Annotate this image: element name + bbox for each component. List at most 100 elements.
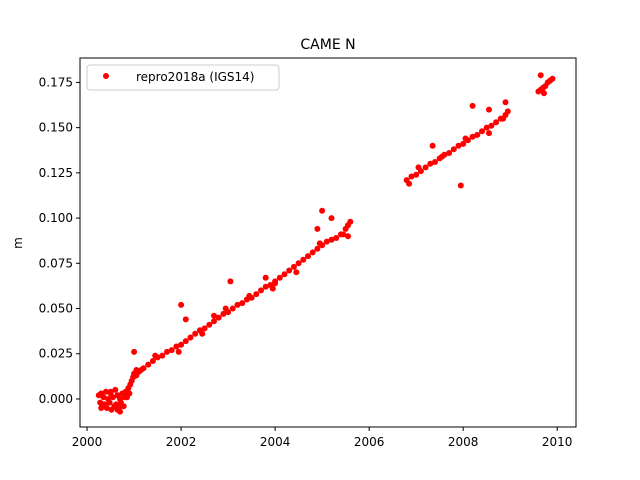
axis-ticks: 2000 2002 2004 2006 2008 2010 0.000 0.025 0.050 0… [39,75,573,449]
data-point [328,236,335,243]
data-point [222,305,229,312]
data-point [300,256,307,263]
data-point [276,274,283,281]
data-point [305,253,311,260]
x-tick-label: 2006 [354,435,385,449]
data-point [173,343,180,350]
data-point [178,341,185,348]
data-point [121,394,128,401]
data-point [159,352,166,359]
data-point [234,301,241,308]
data-point [319,207,326,214]
y-tick-label: 0.075 [39,256,73,270]
data-point [460,140,467,147]
data-point [422,164,429,171]
data-point [117,408,123,415]
legend-entry-label: repro2018a (IGS14) [136,70,254,84]
data-point [429,142,436,149]
data-point [488,122,495,129]
x-tick-label: 2000 [72,435,103,449]
data-point [537,72,544,79]
data-point [199,330,206,337]
data-point [246,292,253,299]
data-point [408,173,415,180]
data-point [541,90,547,97]
data-point [549,75,556,82]
data-point [145,361,152,368]
data-point [486,130,492,137]
data-point [192,330,199,337]
data-point [106,399,113,406]
data-point [469,133,476,140]
y-tick-label: 0.175 [39,75,73,89]
y-tick-label: 0.050 [39,302,73,316]
data-point [502,99,509,106]
data-point [272,280,279,287]
data-point [182,316,189,323]
data-point [239,300,246,307]
data-point [314,245,321,252]
data-point [281,271,288,278]
data-point [455,142,462,149]
data-point [126,390,133,397]
data-point [450,146,457,153]
y-tick-label: 0.150 [39,121,73,135]
data-point [182,338,189,345]
data-point [286,267,293,274]
chart-title: CAME N [300,37,355,53]
data-point [427,160,434,167]
data-point [168,347,175,354]
data-point [149,358,156,364]
data-point [178,301,185,308]
x-tick-label: 2002 [166,435,197,449]
data-point [206,321,213,328]
data-point [439,153,445,160]
data-point [109,394,116,401]
data-point [462,135,469,142]
data-point [227,278,234,285]
data-point [262,283,269,290]
plot-frame [79,57,577,428]
data-point [333,235,340,241]
x-tick-label: 2010 [542,435,573,449]
data-point [295,260,302,267]
y-tick-label: 0.125 [39,166,73,180]
data-point [347,218,354,225]
data-point [100,394,107,401]
data-point [131,348,138,355]
data-point [314,225,321,232]
data-point [474,131,481,138]
data-point [345,233,351,240]
data-point [133,367,140,373]
y-tick-label: 0.025 [39,347,73,361]
x-tick-label: 2008 [448,435,479,449]
data-point [432,159,438,165]
data-point [220,310,227,317]
data-point [262,274,269,281]
y-tick-label: 0.100 [39,211,73,225]
data-point [211,312,217,319]
data-point [316,240,323,247]
data-point [112,386,119,393]
data-point [469,102,476,109]
data-point [187,334,194,341]
data-point [446,150,453,156]
y-tick-label: 0.000 [39,392,73,406]
data-point [211,318,217,325]
data-point [500,115,507,122]
data-points [95,72,556,415]
data-point [102,388,109,395]
data-point [504,108,511,115]
data-point [290,263,297,270]
data-point [152,352,159,359]
data-point [120,403,127,410]
data-point [340,231,347,238]
legend: repro2018a (IGS14) [86,64,280,91]
data-point [415,164,422,171]
x-tick-label: 2004 [260,435,291,449]
data-point [457,182,464,189]
data-point [323,238,330,245]
data-point [328,215,335,222]
data-point [201,325,208,332]
